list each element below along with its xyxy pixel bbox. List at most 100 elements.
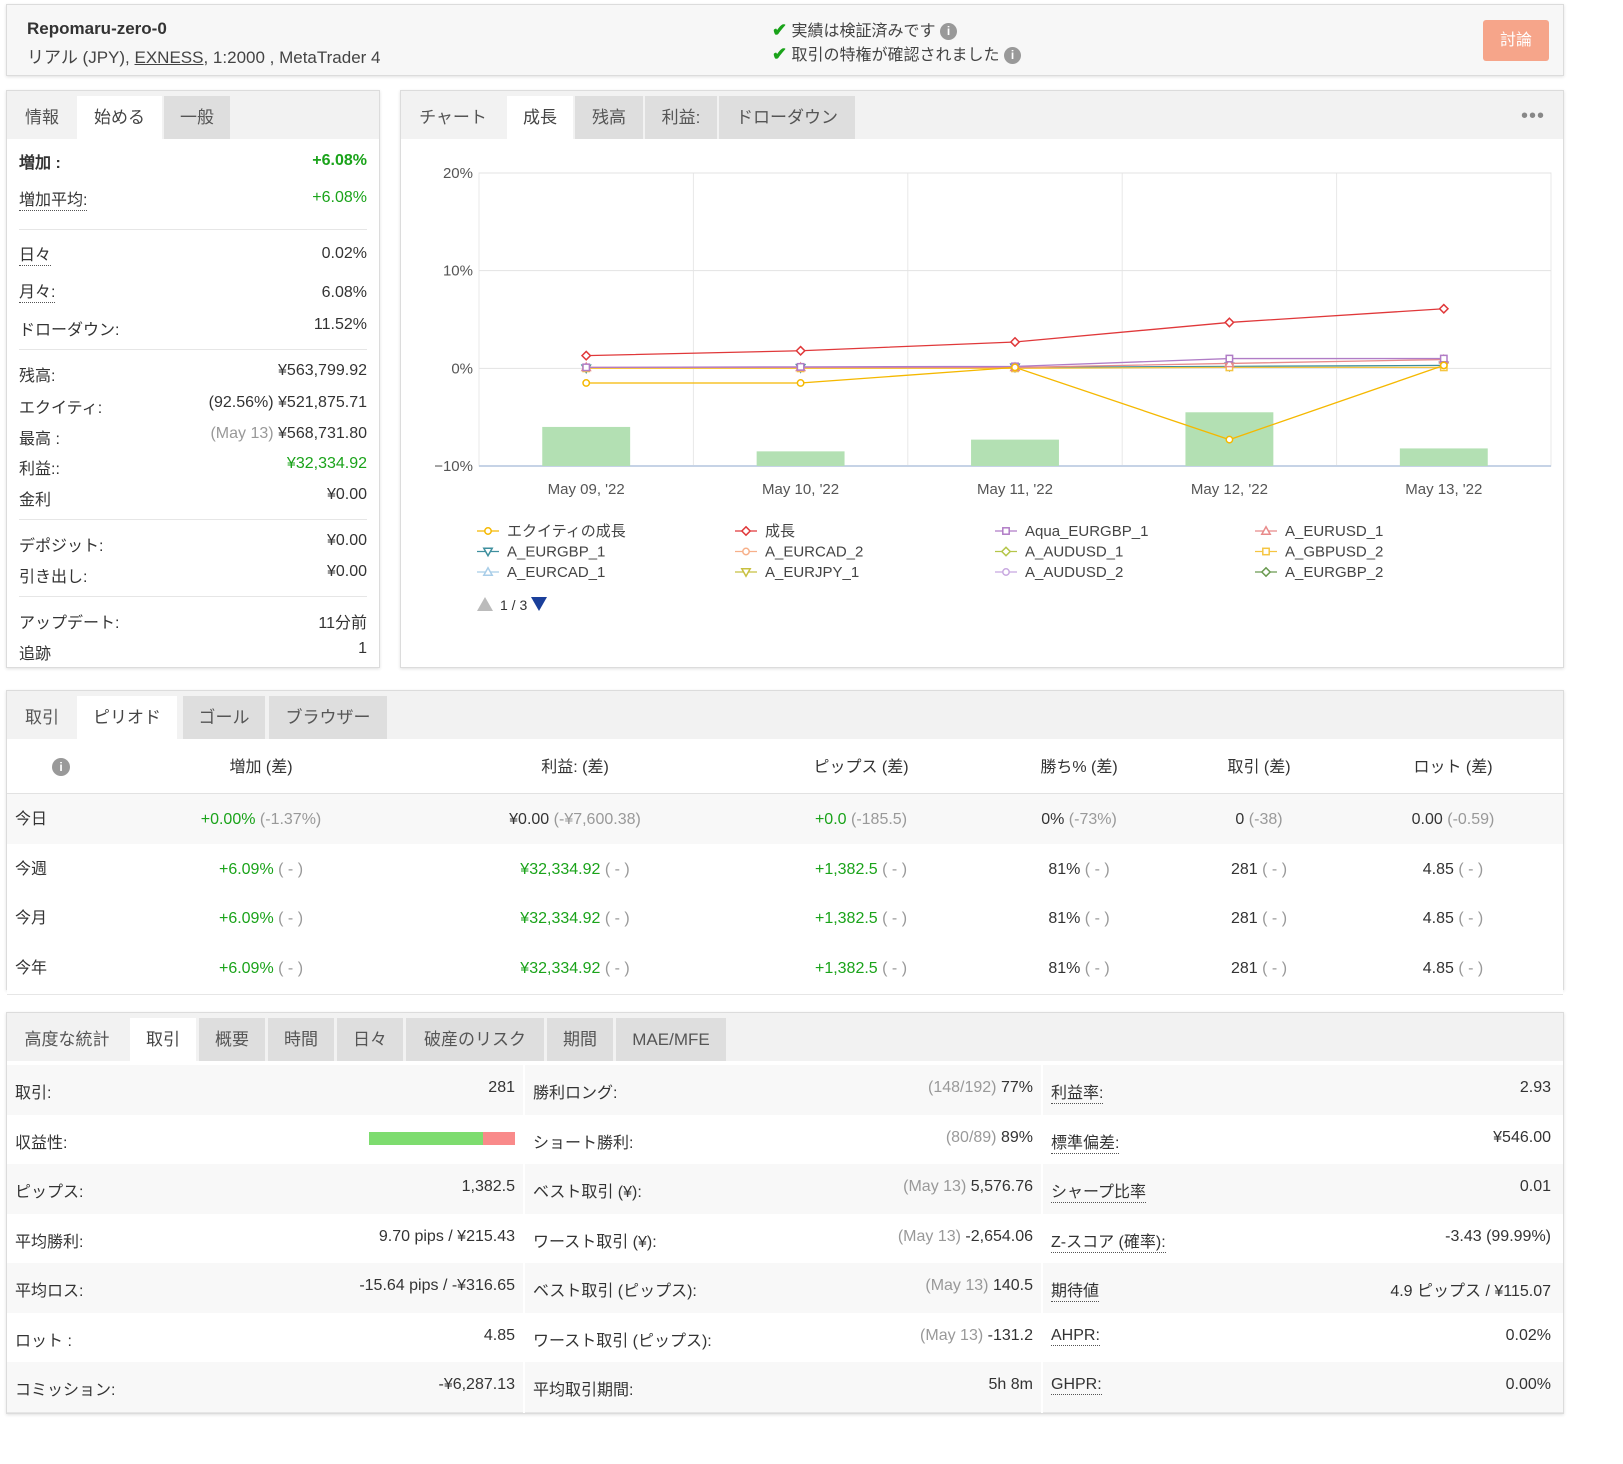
- period-diff: ( - ): [882, 910, 908, 927]
- legend-label: A_EURJPY_1: [765, 564, 859, 581]
- data-point: [1438, 303, 1450, 315]
- tab-trades[interactable]: 取引: [7, 696, 77, 739]
- balance-label: 残高:: [19, 368, 56, 385]
- data-point: [795, 345, 806, 357]
- daily-label[interactable]: 日々: [19, 241, 52, 266]
- info-icon[interactable]: i: [1004, 47, 1022, 64]
- stat-muted: (148/192): [928, 1079, 997, 1096]
- period-diff: ( - ): [604, 910, 630, 927]
- period-value: +1,382.5: [814, 910, 878, 927]
- legend-item[interactable]: A_EURJPY_1: [735, 564, 859, 581]
- tab-mae-mfe[interactable]: MAE/MFE: [616, 1018, 726, 1061]
- period-row: 今日 +0.00% (-1.37%) ¥0.00 (-¥7,600.38) +0.0 …: [7, 794, 1563, 846]
- tab-duration[interactable]: 期間: [547, 1018, 613, 1061]
- tab-chart[interactable]: チャート: [401, 96, 505, 139]
- stat-row: 平均取引期間: 5h 8m: [525, 1362, 1041, 1413]
- legend-marker: [1260, 566, 1272, 578]
- data-point: [582, 363, 591, 372]
- withdrawals-value: ¥0.00: [326, 563, 367, 580]
- period-value: ¥32,334.92: [520, 910, 601, 927]
- tab-summary[interactable]: 概要: [199, 1018, 265, 1061]
- stat-label[interactable]: Z-スコア (確率):: [1051, 1228, 1166, 1253]
- period-cell-trades: 281 ( - ): [1139, 893, 1379, 944]
- growth-bar: [1399, 448, 1488, 466]
- pager-up-icon[interactable]: [477, 597, 493, 611]
- legend-item[interactable]: A_EURCAD_2: [735, 544, 863, 561]
- period-value: 4.85: [1422, 860, 1454, 878]
- stat-label[interactable]: シャープ比率: [1051, 1178, 1147, 1203]
- stat-label[interactable]: 標準偏差:: [1051, 1129, 1120, 1154]
- stat-label: 平均勝利:: [15, 1233, 84, 1251]
- x-tick-label: May 10, '22: [762, 481, 839, 498]
- verified-track-record-text: 実績は検証済みです: [791, 23, 936, 40]
- legend-label: A_AUDUSD_1: [1025, 544, 1123, 561]
- legend-item[interactable]: エクイティの成長: [477, 523, 626, 540]
- interest-label: 金利: [19, 492, 52, 509]
- more-dots-icon[interactable]: •••: [1520, 105, 1545, 127]
- data-point: [1009, 336, 1021, 348]
- tab-start[interactable]: 始める: [77, 96, 162, 139]
- tab-drawdown[interactable]: ドローダウン: [719, 96, 855, 139]
- y-tick-label: 20%: [443, 165, 473, 182]
- stat-muted: (May 13): [897, 1227, 961, 1245]
- period-diff: ( - ): [1458, 910, 1484, 927]
- account-header: Repomaru-zero-0 リアル (JPY), EXNESS, 1:200…: [6, 4, 1564, 76]
- tab-stats-trades[interactable]: 取引: [130, 1018, 196, 1061]
- legend-item[interactable]: A_EURUSD_1: [1255, 523, 1383, 540]
- stat-label: ベスト取引 (ピップス):: [533, 1283, 697, 1300]
- legend-item[interactable]: A_EURCAD_1: [477, 564, 605, 581]
- info-icon[interactable]: i: [52, 758, 70, 776]
- period-diff: (-38): [1248, 811, 1283, 828]
- stat-value: 1,382.5: [462, 1178, 515, 1196]
- legend-item[interactable]: A_GBPUSD_2: [1255, 544, 1383, 561]
- tab-growth[interactable]: 成長: [507, 96, 573, 139]
- period-value: 0.00: [1411, 811, 1443, 828]
- tab-advanced-stats[interactable]: 高度な統計: [7, 1018, 127, 1061]
- tab-profit[interactable]: 利益:: [645, 96, 717, 139]
- tab-info[interactable]: 情報: [7, 96, 77, 139]
- tab-goals[interactable]: ゴール: [183, 696, 265, 739]
- tab-hours[interactable]: 時間: [268, 1018, 334, 1061]
- period-value: 81%: [1048, 959, 1081, 977]
- stat-label[interactable]: GHPR:: [1051, 1376, 1102, 1395]
- legend-item[interactable]: 成長: [735, 523, 795, 540]
- legend-item[interactable]: A_EURGBP_2: [1255, 564, 1383, 581]
- legend-item[interactable]: Aqua_EURGBP_1: [995, 523, 1148, 540]
- profitability-bar: [369, 1131, 515, 1145]
- stat-label[interactable]: AHPR:: [1051, 1326, 1100, 1346]
- updated-value: 11分前: [318, 615, 367, 632]
- highest-label: 最高 :: [19, 431, 60, 448]
- equity-values: (92.56%) ¥521,875.71: [209, 394, 367, 412]
- period-label: 今月: [15, 910, 48, 927]
- legend-item[interactable]: A_AUDUSD_1: [995, 544, 1123, 561]
- monthly-label[interactable]: 月々:: [19, 278, 56, 303]
- pager-down-icon[interactable]: [531, 597, 547, 611]
- info-icon[interactable]: i: [940, 23, 958, 40]
- legend-item[interactable]: A_AUDUSD_2: [995, 564, 1123, 581]
- check-icon: ✔: [772, 44, 788, 64]
- tab-browser[interactable]: ブラウザー: [269, 696, 387, 739]
- verified-trading-privileges-text: 取引の特権が確認されました: [791, 47, 1000, 64]
- tab-balance[interactable]: 残高: [575, 96, 643, 139]
- x-tick-label: May 12, '22: [1191, 481, 1268, 498]
- period-value: +6.09%: [218, 910, 274, 927]
- broker-link[interactable]: EXNESS: [134, 48, 204, 67]
- legend-marker: [482, 566, 494, 576]
- tab-risk-of-ruin[interactable]: 破産のリスク: [406, 1018, 544, 1061]
- tab-period[interactable]: ピリオド: [77, 696, 177, 739]
- pager-text: 1 / 3: [500, 597, 527, 613]
- stat-value-text: -15.64 pips / -¥316.65: [359, 1277, 515, 1294]
- stat-row: 平均ロス: -15.64 pips / -¥316.65: [7, 1263, 523, 1314]
- period-value: 4.85: [1422, 910, 1454, 927]
- legend-item[interactable]: A_EURGBP_1: [477, 544, 605, 561]
- stat-row: ピップス: 1,382.5: [7, 1164, 523, 1215]
- abs-gain-label[interactable]: 増加平均:: [19, 186, 88, 211]
- legend-marker: [740, 568, 752, 578]
- stat-label[interactable]: 期待値: [1051, 1277, 1100, 1302]
- tab-general[interactable]: 一般: [164, 96, 230, 139]
- discuss-button[interactable]: 討論: [1483, 20, 1549, 61]
- stat-value-text: ¥546.00: [1493, 1128, 1551, 1146]
- stat-label[interactable]: 利益率:: [1051, 1079, 1104, 1104]
- tab-daily[interactable]: 日々: [337, 1018, 403, 1061]
- period-diff: (-1.37%): [259, 811, 322, 828]
